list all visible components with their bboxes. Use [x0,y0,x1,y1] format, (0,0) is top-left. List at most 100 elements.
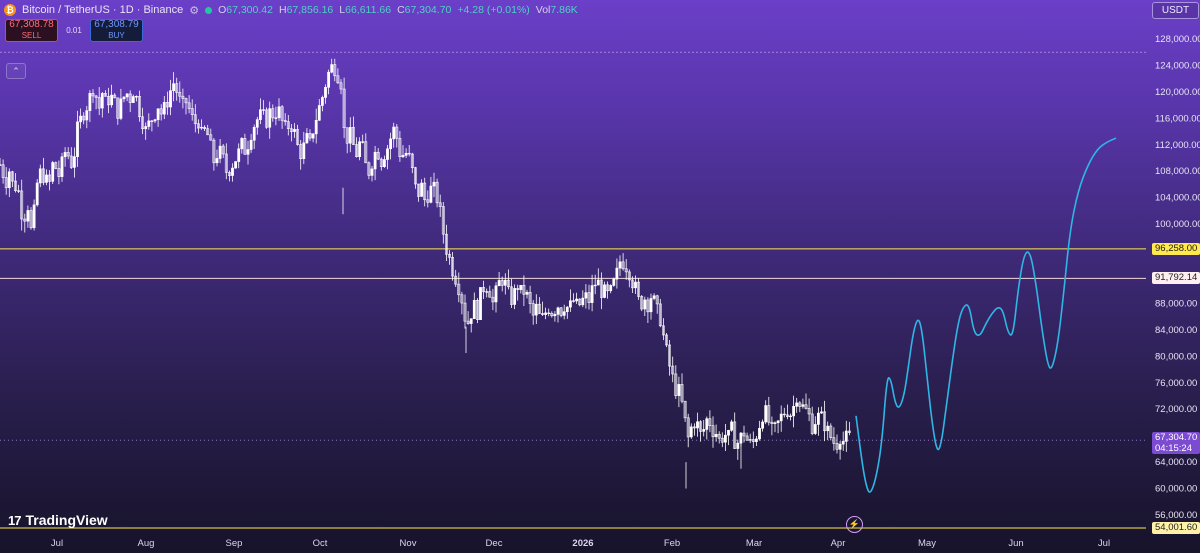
projection-path[interactable] [855,137,1117,493]
candle-body [73,156,76,168]
collapse-legend-button[interactable]: ⌃ [6,63,26,79]
candle-body [38,168,42,184]
trade-panel: 67,308.78 SELL 0.01 67,308.79 BUY [5,19,143,42]
candle-body [438,202,442,207]
bitcoin-icon: ₿ [4,4,16,16]
y-tick-label: 56,000.00 [1155,510,1197,521]
candle-body [792,406,796,417]
candle-body [553,314,557,317]
candle-body [280,106,284,121]
candle-body [466,320,470,324]
candle-body [804,404,808,409]
candle-body [575,298,579,302]
candle-body [206,128,210,136]
y-tick-label: 64,000.00 [1155,457,1197,468]
y-tick-label: 76,000.00 [1155,378,1197,389]
candle-body [97,97,101,109]
candle-body [807,408,811,415]
candle-body [838,443,842,450]
candle-body [330,64,334,73]
candle-body [386,148,389,160]
candle-body [581,297,585,306]
candle-body [767,405,771,423]
candle-body [761,421,765,429]
candle-body [736,442,740,449]
candle-body [88,93,92,111]
candle-body [7,171,11,189]
candle-body [624,268,628,273]
candle-body [85,110,89,121]
candle-body [197,123,200,129]
candle-body [770,421,774,424]
candle-body [54,162,58,169]
y-tick-label: 120,000.00 [1155,87,1200,98]
lightning-icon[interactable]: ⚡ [846,516,863,533]
candle-body [534,303,538,316]
candle-body [166,102,169,108]
candle-body [655,295,659,305]
buy-button[interactable]: 67,308.79 BUY [90,19,143,42]
currency-button[interactable]: USDT [1152,2,1199,19]
candle-body [249,139,253,150]
candle-body [479,287,482,320]
x-tick-label: Apr [831,538,846,549]
candle-body [218,145,222,159]
candle-body [745,435,749,441]
x-tick-label: Jun [1008,538,1023,549]
candle-body [541,313,544,315]
candle-body [203,126,207,129]
candle-body [116,97,120,119]
candle-body [11,171,14,182]
candle-body [429,185,433,203]
candle-body [426,199,430,203]
candle-body [727,430,730,436]
candle-body [829,425,833,438]
candle-body [469,318,473,324]
candle-body [702,429,706,432]
x-tick-label: Sep [226,538,243,549]
sell-button[interactable]: 67,308.78 SELL [5,19,58,42]
candle-body [494,285,498,303]
candle-body [441,206,445,235]
candle-body [1,164,5,178]
candle-body [215,158,219,164]
candle-body [615,267,619,280]
candle-body [513,288,517,305]
chevron-up-icon: ⌃ [12,66,20,76]
candle-body [528,292,532,304]
candle-body [228,172,231,176]
candle-body [23,218,27,222]
candle-body [547,312,551,314]
candle-body [184,98,188,104]
candle-body [637,281,641,297]
candle-body [516,288,520,290]
indicator-icon[interactable]: ⚙ [189,4,200,17]
candle-body [714,433,718,438]
candle-body [389,138,393,150]
x-tick-label: May [918,538,936,549]
candle-body [234,161,238,169]
candle-body [224,153,228,173]
candle-body [246,149,250,155]
candle-body [4,177,8,189]
candle-body [392,126,396,140]
candle-body [606,284,610,292]
candle-body [336,75,340,84]
candle-body [317,105,321,121]
candle-body [221,145,225,155]
candle-body [32,204,36,229]
candle-body [593,284,597,287]
symbol-title[interactable]: Bitcoin / TetherUS · 1D · Binance [22,4,184,16]
tradingview-logo: 17 TradingView [8,512,108,528]
candle-body [200,126,203,129]
candle-body [100,93,104,109]
candle-body [674,373,678,396]
x-tick-label: Jul [1098,538,1110,549]
candle-body [351,127,355,145]
candle-body [519,284,523,290]
candle-body [482,287,486,293]
candle-body [779,413,783,422]
candle-body [506,279,510,288]
candle-body [847,430,851,433]
